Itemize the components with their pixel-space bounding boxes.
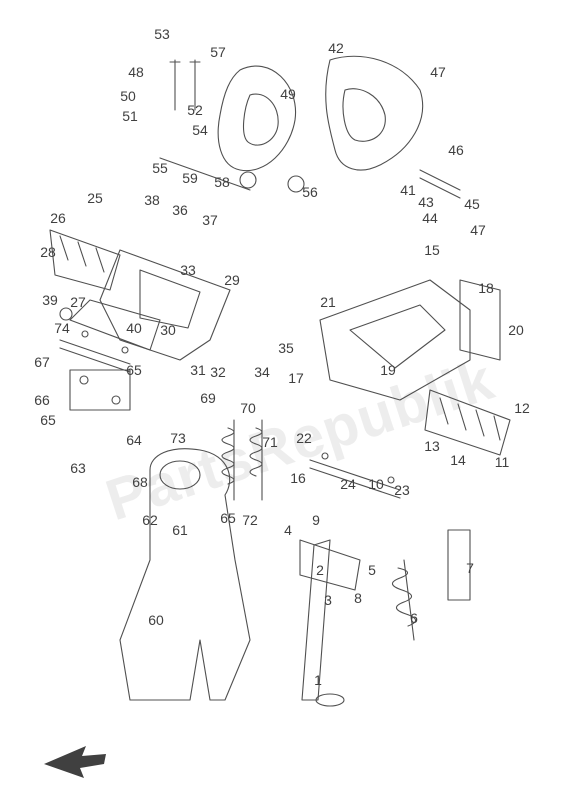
centre-stand-spring-2: [250, 420, 262, 500]
callout-22-53: 22: [296, 431, 312, 445]
callout-67-37: 67: [34, 355, 50, 369]
footrest-plate-right: [320, 280, 470, 400]
callout-74-31: 74: [54, 321, 70, 335]
callout-62-59: 62: [142, 513, 158, 527]
callout-18-35: 18: [478, 281, 494, 295]
callout-2-70: 2: [316, 563, 324, 577]
callout-68-58: 68: [132, 475, 148, 489]
callout-16-63: 16: [290, 471, 306, 485]
view-direction-arrow: [40, 740, 110, 780]
callout-1-76: 1: [314, 673, 322, 687]
callout-50-6: 50: [120, 89, 136, 103]
callout-57-1: 57: [210, 45, 226, 59]
callout-65-61: 65: [220, 511, 236, 525]
callout-19-43: 19: [380, 363, 396, 377]
callout-9-68: 9: [312, 513, 320, 527]
callout-45-18: 45: [464, 197, 480, 211]
callout-63-50: 63: [70, 461, 86, 475]
callout-44-17: 44: [422, 211, 438, 225]
callout-17-42: 17: [288, 371, 304, 385]
callout-23-66: 23: [394, 483, 410, 497]
callout-30-33: 30: [160, 323, 176, 337]
callout-49-5: 49: [280, 87, 296, 101]
callout-66-46: 66: [34, 393, 50, 407]
callout-32-40: 32: [210, 365, 226, 379]
callout-3-71: 3: [324, 593, 332, 607]
callout-60-69: 60: [148, 613, 164, 627]
callout-12-54: 12: [514, 401, 530, 415]
callout-28-25: 28: [40, 245, 56, 259]
callout-40-32: 40: [126, 321, 142, 335]
callout-55-11: 55: [152, 161, 168, 175]
callout-15-28: 15: [424, 243, 440, 257]
parts-line-art: [0, 0, 582, 800]
callout-39-29: 39: [42, 293, 58, 307]
callout-41-15: 41: [400, 183, 416, 197]
callout-5-72: 5: [368, 563, 376, 577]
callout-71-52: 71: [262, 435, 278, 449]
rear-footrest-bracket-left: [218, 66, 295, 171]
callout-56-14: 56: [302, 185, 318, 199]
callout-11-57: 11: [495, 455, 510, 469]
callout-70-48: 70: [240, 401, 256, 415]
callout-38-21: 38: [144, 193, 160, 207]
master-cyl-bracket: [70, 370, 130, 410]
footrest-plate-left: [100, 250, 230, 360]
callout-69-47: 69: [200, 391, 216, 405]
callout-7-74: 7: [466, 561, 474, 575]
callout-51-7: 51: [122, 109, 138, 123]
callout-46-10: 46: [448, 143, 464, 157]
callout-27-30: 27: [70, 295, 86, 309]
callout-29-27: 29: [224, 273, 240, 287]
callout-54-9: 54: [192, 123, 208, 137]
callout-59-12: 59: [182, 171, 198, 185]
side-stand: [300, 540, 360, 706]
callout-35-36: 35: [278, 341, 294, 355]
callout-72-62: 72: [242, 513, 258, 527]
callout-47-4: 47: [430, 65, 446, 79]
bolts-left-cluster: [60, 331, 130, 372]
callout-4-67: 4: [284, 523, 292, 537]
callout-33-26: 33: [180, 263, 196, 277]
callout-58-13: 58: [214, 175, 230, 189]
callout-65-45: 65: [40, 413, 56, 427]
callout-64-49: 64: [126, 433, 142, 447]
callout-26-24: 26: [50, 211, 66, 225]
callout-25-20: 25: [87, 191, 103, 205]
callout-53-0: 53: [154, 27, 170, 41]
callout-34-41: 34: [254, 365, 270, 379]
side-stand-spring: [392, 560, 415, 640]
callout-20-44: 20: [508, 323, 524, 337]
callout-47-19: 47: [470, 223, 486, 237]
callout-42-2: 42: [328, 41, 344, 55]
callout-36-22: 36: [172, 203, 188, 217]
callout-73-51: 73: [170, 431, 186, 445]
callout-8-73: 8: [354, 591, 362, 605]
callout-24-64: 24: [340, 477, 356, 491]
callout-52-8: 52: [187, 103, 203, 117]
callout-43-16: 43: [418, 195, 434, 209]
callout-31-39: 31: [190, 363, 206, 377]
front-footrest-left-assy: [50, 230, 120, 290]
callout-48-3: 48: [128, 65, 144, 79]
callout-21-34: 21: [320, 295, 336, 309]
callout-65-38: 65: [126, 363, 142, 377]
callout-14-56: 14: [450, 453, 466, 467]
rear-footrest-bracket-right: [326, 56, 423, 170]
diagram-canvas: PartsRepublik 53574248474950515254465559…: [0, 0, 582, 800]
callout-61-60: 61: [172, 523, 188, 537]
callout-13-55: 13: [424, 439, 440, 453]
callout-37-23: 37: [202, 213, 218, 227]
callout-6-75: 6: [410, 611, 418, 625]
callout-10-65: 10: [368, 477, 384, 491]
